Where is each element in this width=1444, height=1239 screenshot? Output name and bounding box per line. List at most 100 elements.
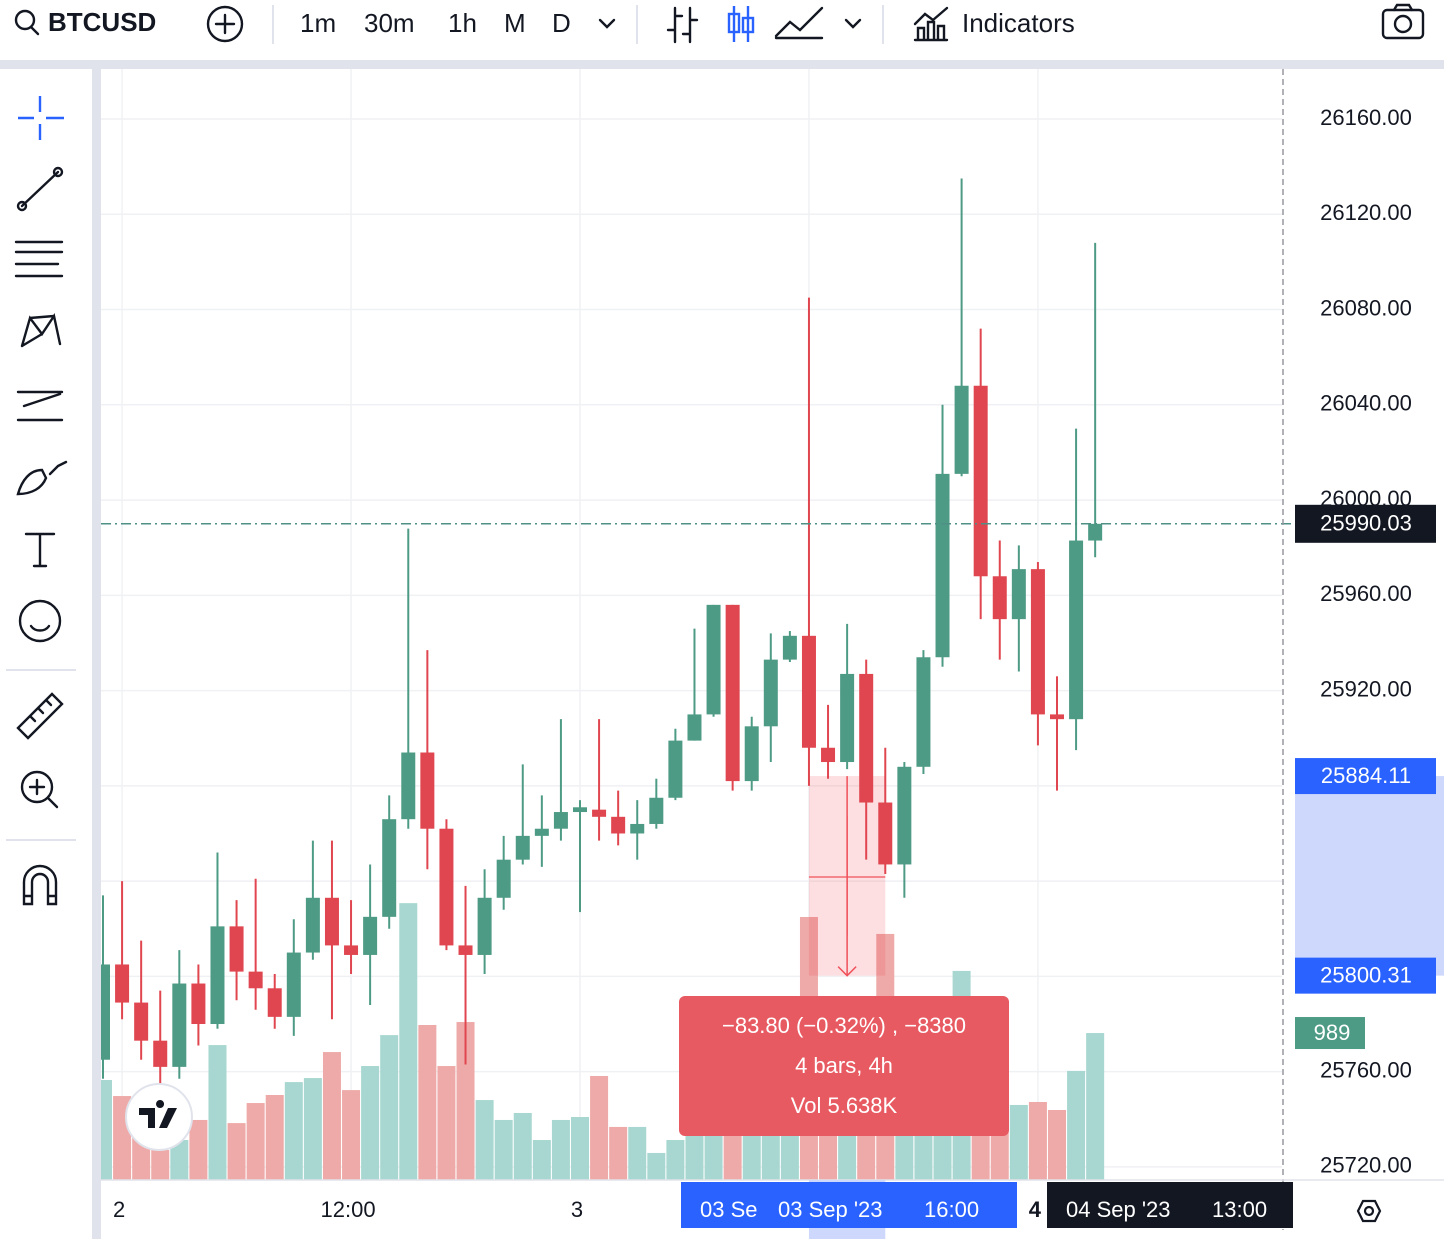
indicators-button[interactable]: Indicators (962, 8, 1075, 38)
volume-bar (532, 1140, 551, 1180)
volume-bar (475, 1100, 494, 1180)
snapshot-top (1392, 3, 1414, 12)
settings-icon[interactable] (1356, 1199, 1382, 1223)
candle-body (305, 897, 320, 953)
indicators-icon[interactable] (913, 6, 949, 42)
measure-price-tag (1295, 758, 1436, 795)
volume-bar (284, 1082, 303, 1180)
volume-bar (780, 1130, 799, 1180)
volume-bar (361, 1066, 380, 1180)
candle-body (763, 659, 778, 727)
pattern-tool[interactable] (20, 312, 62, 348)
left-toolbar (6, 96, 76, 906)
volume-bar (513, 1112, 532, 1180)
snapshot-icon[interactable] (1381, 8, 1425, 40)
area-icon[interactable] (774, 6, 824, 38)
projection-tool[interactable] (16, 390, 64, 422)
candle-body (439, 828, 454, 946)
candle-body (573, 807, 587, 813)
crosshair-date: 03 Sep '23 (778, 1197, 883, 1222)
volume-bar (151, 1149, 170, 1180)
measure-price-label: 25800.31 (1320, 962, 1412, 987)
measure-tooltip-line: Vol 5.638K (791, 1093, 898, 1118)
interval[interactable]: 1m (300, 8, 336, 38)
candle-body (534, 828, 549, 836)
volume-bar (208, 1045, 227, 1180)
candle-body (496, 859, 511, 898)
volume-bar (551, 1119, 570, 1180)
fib-tool[interactable] (14, 240, 64, 278)
interval[interactable]: 30m (364, 8, 415, 38)
candle-body (324, 897, 339, 946)
y-tick-label: 26160.00 (1320, 105, 1412, 130)
crosshair-tool[interactable] (18, 96, 64, 140)
interval[interactable]: 1h (448, 8, 477, 38)
search-icon-handle (29, 25, 40, 36)
magnet-tool[interactable] (22, 864, 58, 906)
candle-body (153, 1040, 168, 1067)
y-tick-label: 25920.00 (1320, 676, 1412, 701)
candle-body (401, 752, 416, 820)
volume-tag (1295, 1017, 1365, 1050)
candle-body (744, 726, 759, 782)
chart-type-dropdown[interactable] (844, 18, 862, 29)
volume-bar (1067, 1070, 1086, 1180)
measure-range-axis (1295, 776, 1444, 976)
candle-body (363, 916, 378, 955)
candle-body (1088, 523, 1103, 541)
interval[interactable]: D (552, 8, 571, 38)
candle-body (115, 964, 130, 1003)
candle-body (515, 835, 530, 860)
logo-mark (139, 1100, 177, 1128)
search-icon[interactable] (14, 9, 36, 31)
text-tool[interactable] (24, 532, 56, 568)
measure-tooltip-line: 4 bars, 4h (795, 1053, 893, 1078)
measure-price-label: 25884.11 (1321, 763, 1411, 788)
bars-icon[interactable] (666, 6, 699, 44)
candle-body (668, 740, 683, 798)
symbol[interactable]: BTCUSD (48, 7, 156, 37)
candle-body (973, 385, 988, 577)
emoji-tool[interactable] (18, 599, 62, 643)
last-time: 13:00 (1212, 1197, 1267, 1222)
zoom-tool[interactable] (20, 770, 54, 804)
last-price-tag (1295, 504, 1436, 543)
trend-line-tool[interactable] (20, 170, 60, 208)
crosshair (808, 816, 886, 936)
volume-bar (609, 1126, 628, 1180)
candle-body (248, 971, 263, 989)
volume-bar (101, 1079, 112, 1180)
candles-icon-body (741, 16, 755, 34)
y-tick-label: 26040.00 (1320, 391, 1412, 416)
brush-tool[interactable] (16, 460, 68, 496)
interval-dropdown[interactable] (598, 18, 616, 29)
candle-body (630, 823, 645, 834)
candle-body (172, 983, 187, 1067)
candle-body (210, 926, 225, 1025)
add-symbol[interactable] (206, 5, 244, 43)
candle-body (1050, 714, 1064, 720)
candle-body (992, 576, 1007, 620)
candle-body (458, 945, 473, 955)
crosshair-time: 16:00 (924, 1197, 979, 1222)
y-tick-label: 25960.00 (1320, 581, 1412, 606)
time-range-tag (681, 1182, 1017, 1228)
candle-body (801, 635, 816, 748)
interval[interactable]: M (504, 8, 526, 38)
candle-body (286, 952, 301, 1017)
settings-icon-center (1363, 1205, 1375, 1217)
panel-separator (92, 60, 101, 1239)
volume-bar (303, 1078, 322, 1180)
volume-bar (437, 1066, 456, 1180)
x-tick-label: 4 (1029, 1197, 1042, 1222)
candle-body (897, 766, 912, 865)
candles-icon[interactable] (732, 6, 750, 42)
last-time-tag (1047, 1182, 1293, 1228)
volume-bar (418, 1025, 437, 1180)
add-symbol-plus (214, 13, 236, 35)
candle-body (1011, 569, 1026, 620)
ruler-tool[interactable] (16, 692, 64, 740)
tool-dot (16, 200, 28, 212)
volume-bar (1086, 1033, 1105, 1180)
